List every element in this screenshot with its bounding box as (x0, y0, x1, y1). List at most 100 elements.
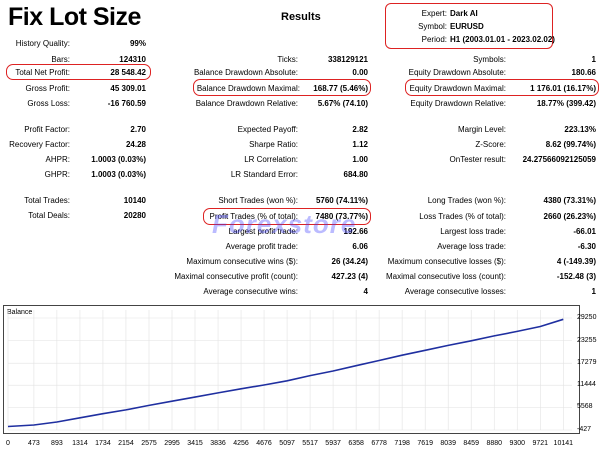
page-title: Fix Lot Size (8, 3, 141, 31)
lr-correlation-label: LR Correlation: (244, 155, 298, 164)
gross-profit-label: Gross Profit: (25, 84, 70, 93)
x-tick-label: 7198 (394, 440, 410, 447)
expected-payoff-value: 2.82 (352, 125, 368, 134)
expert-label: Expert: (421, 9, 447, 18)
balance-dd-max-value: 168.77 (5.46%) (313, 84, 368, 93)
largest-loss-value: -66.01 (573, 227, 596, 236)
x-tick-label: 473 (28, 440, 40, 447)
short-trades-label: Short Trades (won %): (218, 196, 298, 205)
equity-dd-rel-label: Equity Drawdown Relative: (410, 99, 506, 108)
profit-factor-label: Profit Factor: (24, 125, 70, 134)
max-consec-loss-value: -152.48 (3) (556, 272, 596, 281)
total-trades-value: 10140 (123, 196, 146, 205)
ontester-result-value: 24.27566092125059 (522, 155, 596, 164)
net-profit-value: 28 548.42 (110, 68, 146, 77)
avg-profit-value: 6.06 (352, 242, 368, 251)
profit-factor-value: 2.70 (130, 125, 146, 134)
x-tick-label: 6778 (371, 440, 387, 447)
watermark: Forexstore (212, 209, 357, 239)
balance-dd-max-label: Balance Drawdown Maximal: (196, 84, 300, 93)
max-consec-losses-value: 4 (-149.39) (556, 257, 596, 266)
x-tick-label: 8459 (463, 440, 479, 447)
largest-profit-label: Largest profit trade: (228, 227, 298, 236)
x-tick-label: 10141 (553, 440, 574, 447)
y-tick-label: 11444 (577, 381, 596, 389)
gross-loss-value: -16 760.59 (107, 99, 146, 108)
recovery-factor-value: 24.28 (125, 140, 146, 149)
profit-trades-highlight (203, 208, 371, 225)
balance-dd-abs-label: Balance Drawdown Absolute: (193, 68, 298, 77)
balance-dd-max-highlight (193, 79, 371, 96)
y-tick-label: 17279 (577, 359, 597, 367)
equity-dd-max-label: Equity Drawdown Maximal: (409, 84, 506, 93)
x-tick-label: 4256 (233, 440, 249, 447)
x-tick-label: 0 (6, 440, 10, 447)
period-label: Period: (421, 35, 447, 44)
loss-trades-value: 2660 (26.23%) (543, 212, 596, 221)
profit-trades-value: 7480 (73.77%) (315, 212, 368, 221)
x-tick-label: 8039 (440, 440, 456, 447)
report-title: Results (281, 11, 321, 23)
x-tick-label: 3836 (210, 440, 226, 447)
max-consec-losses-label: Maximum consecutive losses ($): (387, 257, 506, 266)
x-tick-label: 1314 (72, 440, 88, 447)
x-tick-label: 3415 (187, 440, 203, 447)
expert-value: Dark AI (450, 9, 478, 18)
strategy-info-highlight (385, 3, 553, 49)
long-trades-label: Long Trades (won %): (427, 196, 506, 205)
x-tick-label: 7619 (417, 440, 433, 447)
max-consec-wins-label: Maximum consecutive wins ($): (186, 257, 298, 266)
balance-dd-abs-value: 0.00 (352, 68, 368, 77)
largest-loss-label: Largest loss trade: (440, 227, 506, 236)
y-tick-label: 5568 (577, 403, 593, 411)
lr-correlation-value: 1.00 (352, 155, 368, 164)
profit-trades-label: Profit Trades (% of total): (209, 212, 298, 221)
symbol-value: EURUSD (450, 22, 484, 31)
x-tick-label: 5517 (302, 440, 318, 447)
gross-loss-label: Gross Loss: (27, 99, 70, 108)
sharpe-ratio-value: 1.12 (352, 140, 368, 149)
avg-consec-losses-value: 1 (591, 287, 596, 296)
ontester-result-label: OnTester result: (449, 155, 506, 164)
max-consec-loss-label: Maximal consecutive loss (count): (385, 272, 506, 281)
lr-std-error-value: 684.80 (343, 170, 368, 179)
lr-std-error-label: LR Standard Error: (230, 170, 298, 179)
x-tick-label: 6358 (348, 440, 364, 447)
x-tick-label: 5097 (279, 440, 295, 447)
balance-dd-rel-label: Balance Drawdown Relative: (195, 99, 298, 108)
short-trades-value: 5760 (74.11%) (315, 196, 368, 205)
avg-consec-wins-value: 4 (363, 287, 368, 296)
ahpr-label: AHPR: (45, 155, 70, 164)
z-score-value: 8.62 (99.74%) (545, 140, 596, 149)
balance-chart (3, 305, 580, 434)
loss-trades-label: Loss Trades (% of total): (419, 212, 506, 221)
gross-profit-value: 45 309.01 (110, 84, 146, 93)
ahpr-value: 1.0003 (0.03%) (91, 155, 146, 164)
history-quality-value: 99% (129, 39, 146, 48)
x-tick-label: 9721 (532, 440, 549, 447)
equity-dd-abs-label: Equity Drawdown Absolute: (408, 68, 506, 77)
x-tick-label: 2575 (141, 440, 157, 447)
x-tick-label: 893 (51, 440, 63, 447)
equity-dd-max-value: 1 176.01 (16.17%) (530, 84, 596, 93)
avg-consec-losses-label: Average consecutive losses: (404, 287, 506, 296)
total-deals-label: Total Deals: (28, 211, 70, 220)
max-consec-wins-value: 26 (34.24) (331, 257, 368, 266)
symbols-label: Symbols: (473, 55, 506, 64)
net-profit-label: Total Net Profit: (15, 68, 70, 77)
ticks-value: 338129121 (327, 55, 368, 64)
sharpe-ratio-label: Sharpe Ratio: (249, 140, 298, 149)
equity-dd-rel-value: 18.77% (399.42) (536, 99, 596, 108)
total-deals-value: 20280 (123, 211, 146, 220)
largest-profit-value: 192.66 (343, 227, 368, 236)
y-tick-label: 29250 (577, 314, 597, 321)
expected-payoff-label: Expected Payoff: (237, 125, 298, 134)
balance-dd-rel-value: 5.67% (74.10) (317, 99, 368, 108)
symbol-label: Symbol: (418, 22, 447, 31)
y-tick-label: 23255 (577, 336, 597, 344)
avg-profit-label: Average profit trade: (225, 242, 298, 251)
total-trades-label: Total Trades: (24, 196, 70, 205)
avg-loss-label: Average loss trade: (437, 242, 506, 251)
x-tick-label: 2995 (164, 440, 180, 447)
x-tick-label: 9300 (509, 440, 526, 447)
